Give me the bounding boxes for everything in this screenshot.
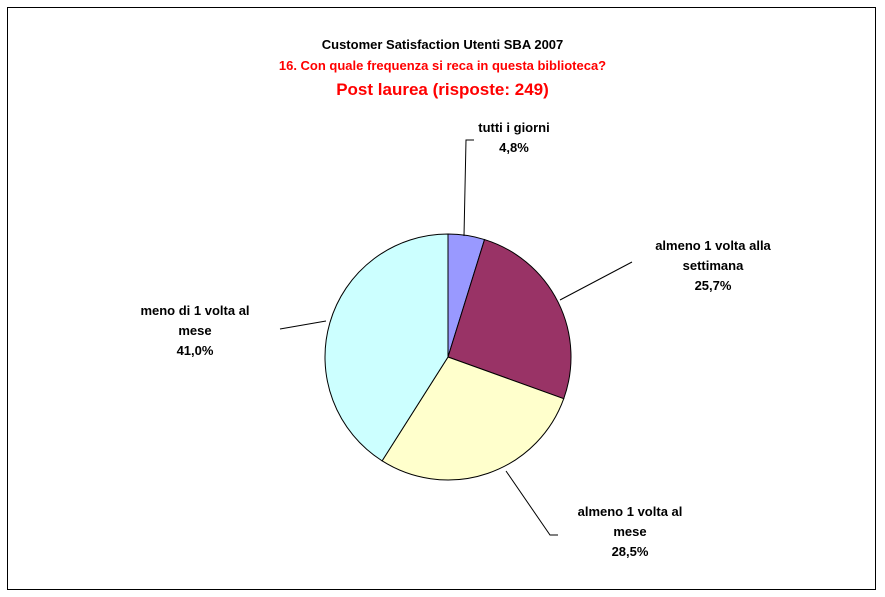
- slice-label-text: tutti i giorni: [478, 120, 550, 135]
- leader-line: [279, 320, 327, 330]
- chart-title: Customer Satisfaction Utenti SBA 2007: [321, 37, 564, 52]
- leader-line: [463, 139, 474, 237]
- slice-label-text: mese: [613, 524, 647, 539]
- leader-line: [559, 261, 633, 301]
- slice-percent-label: 28,5%: [611, 544, 649, 559]
- leader-lines: [279, 139, 633, 536]
- slice-percent-label: 41,0%: [176, 343, 214, 358]
- slice-percent-label: 25,7%: [694, 278, 732, 293]
- pie-slice: [447, 238, 572, 400]
- slice-percent-label: 4,8%: [499, 140, 529, 155]
- slice-label-text: settimana: [682, 258, 744, 273]
- pie-slice: [324, 233, 449, 462]
- slice-label-text: mese: [178, 323, 212, 338]
- chart-subtitle-question: 16. Con quale frequenza si reca in quest…: [278, 58, 607, 73]
- slice-label-text: meno di 1 volta al: [140, 303, 250, 318]
- slice-label-almeno-mese: almeno 1 volta al mese 28,5%: [540, 502, 720, 562]
- pie-slice: [381, 356, 565, 481]
- slice-label-meno-mese: meno di 1 volta al mese 41,0%: [105, 301, 285, 361]
- slice-label-tutti-i-giorni: tutti i giorni 4,8%: [449, 118, 579, 158]
- slice-label-almeno-settimana: almeno 1 volta alla settimana 25,7%: [618, 236, 808, 296]
- slice-label-text: almeno 1 volta al: [577, 504, 683, 519]
- pie-slices: [324, 233, 572, 481]
- chart-subtitle-group: Post laurea (risposte: 249): [336, 80, 549, 99]
- leader-line: [505, 470, 558, 536]
- slice-label-text: almeno 1 volta alla: [655, 238, 771, 253]
